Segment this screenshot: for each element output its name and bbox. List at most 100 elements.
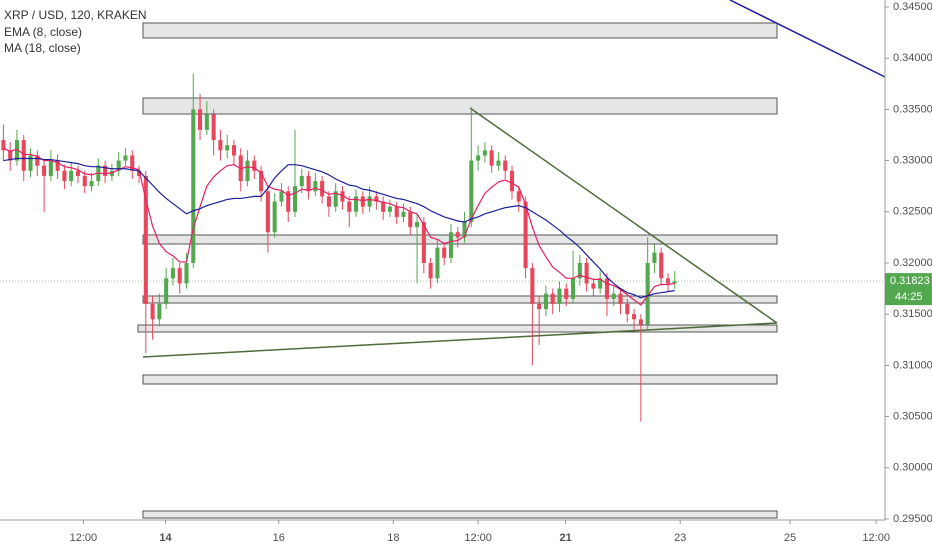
candle-body: [164, 278, 169, 304]
indicator-line: [3, 147, 675, 306]
candle-body: [89, 181, 94, 187]
candle-body: [62, 170, 67, 182]
candle-body: [225, 145, 230, 151]
candle-body: [374, 196, 379, 202]
candle-body: [231, 145, 236, 156]
candle-body: [618, 293, 623, 304]
legend-entry: MA (18, close): [4, 41, 81, 55]
candle-body: [306, 175, 311, 192]
candle-body: [326, 196, 331, 207]
candle-body: [69, 170, 74, 182]
candle-body: [191, 109, 196, 263]
zone: [142, 374, 778, 385]
candle-body: [279, 191, 284, 202]
candle-body: [489, 150, 494, 166]
trendline: [469, 107, 778, 324]
candle-body: [652, 252, 657, 263]
y-tick-label: 0.33000: [893, 154, 932, 166]
candle-body: [150, 303, 155, 320]
candle-body: [259, 170, 264, 192]
candle-body: [625, 303, 630, 315]
candle-body: [638, 319, 643, 325]
candle-body: [299, 175, 304, 187]
x-tick-label: 25: [784, 532, 796, 544]
candle-body: [394, 206, 399, 217]
candle-body: [360, 196, 365, 207]
candle-body: [557, 288, 562, 304]
candle-body: [530, 268, 535, 304]
candle-body: [143, 175, 148, 304]
y-tick-label: 0.30500: [893, 410, 932, 422]
candle-body: [245, 160, 250, 182]
candle-body: [136, 170, 142, 176]
indicator-line: [3, 157, 675, 299]
candle-body: [387, 206, 392, 212]
candle-body: [672, 281, 677, 284]
candle-body: [55, 160, 60, 171]
candle-body: [428, 262, 433, 279]
candle-body: [116, 160, 121, 171]
x-tick-label: 12:00: [70, 532, 98, 544]
candle-body: [584, 262, 589, 284]
last-price-label: 0.31823: [890, 275, 930, 287]
y-tick-label: 0.31500: [893, 308, 932, 320]
candle-body: [659, 252, 664, 279]
y-tick-label: 0.29500: [893, 513, 932, 525]
x-tick-label: 12:00: [862, 532, 890, 544]
y-tick-label: 0.31000: [893, 359, 932, 371]
candle-body: [645, 262, 650, 325]
countdown-label: 44:25: [895, 291, 923, 303]
candle-body: [591, 283, 596, 289]
candle-body: [516, 191, 521, 202]
candle-body: [462, 222, 467, 238]
candle-body: [537, 303, 542, 310]
candle-body: [381, 201, 386, 212]
candle-body: [401, 211, 406, 217]
last-price-box: [885, 273, 932, 306]
x-tick-label: 12:00: [464, 532, 492, 544]
y-tick-label: 0.32500: [893, 206, 932, 218]
candle-body: [75, 170, 81, 176]
candle-body: [177, 268, 182, 284]
candle-body: [1, 140, 6, 151]
y-tick-label: 0.33500: [893, 103, 932, 115]
candle-body: [292, 186, 298, 212]
trendline: [142, 322, 778, 358]
candle-body: [665, 278, 671, 284]
candle-body: [252, 160, 257, 171]
candle-body: [632, 314, 637, 320]
candle-body: [509, 170, 515, 192]
candle-body: [543, 293, 548, 310]
x-tick-label: 21: [559, 532, 571, 544]
candle-body: [170, 268, 175, 279]
candle-body: [340, 191, 345, 202]
candle-body: [82, 175, 87, 187]
legend-entry: EMA (8, close): [4, 25, 82, 39]
y-tick-label: 0.34000: [893, 52, 932, 64]
candle-body: [184, 262, 189, 284]
candle-body: [611, 293, 616, 299]
candle-body: [550, 293, 555, 304]
candle-body: [503, 160, 508, 171]
candle-body: [265, 191, 270, 233]
y-tick-label: 0.34500: [893, 1, 932, 13]
candle-body: [14, 140, 19, 161]
candle-body: [482, 150, 487, 156]
candle-body: [198, 109, 203, 130]
candle-body: [469, 160, 474, 223]
candle-body: [354, 196, 359, 212]
candle-body: [408, 211, 413, 228]
x-tick-label: 23: [674, 532, 686, 544]
zone: [142, 22, 778, 39]
candle-body: [347, 201, 352, 212]
candle-body: [8, 150, 13, 161]
x-tick-label: 14: [159, 532, 172, 544]
candle-body: [415, 222, 420, 228]
candle-body: [272, 201, 277, 233]
y-tick-label: 0.32000: [893, 257, 932, 269]
candle-body: [564, 288, 569, 299]
candle-body: [604, 278, 609, 299]
zone: [142, 510, 778, 519]
candle-body: [421, 222, 426, 263]
